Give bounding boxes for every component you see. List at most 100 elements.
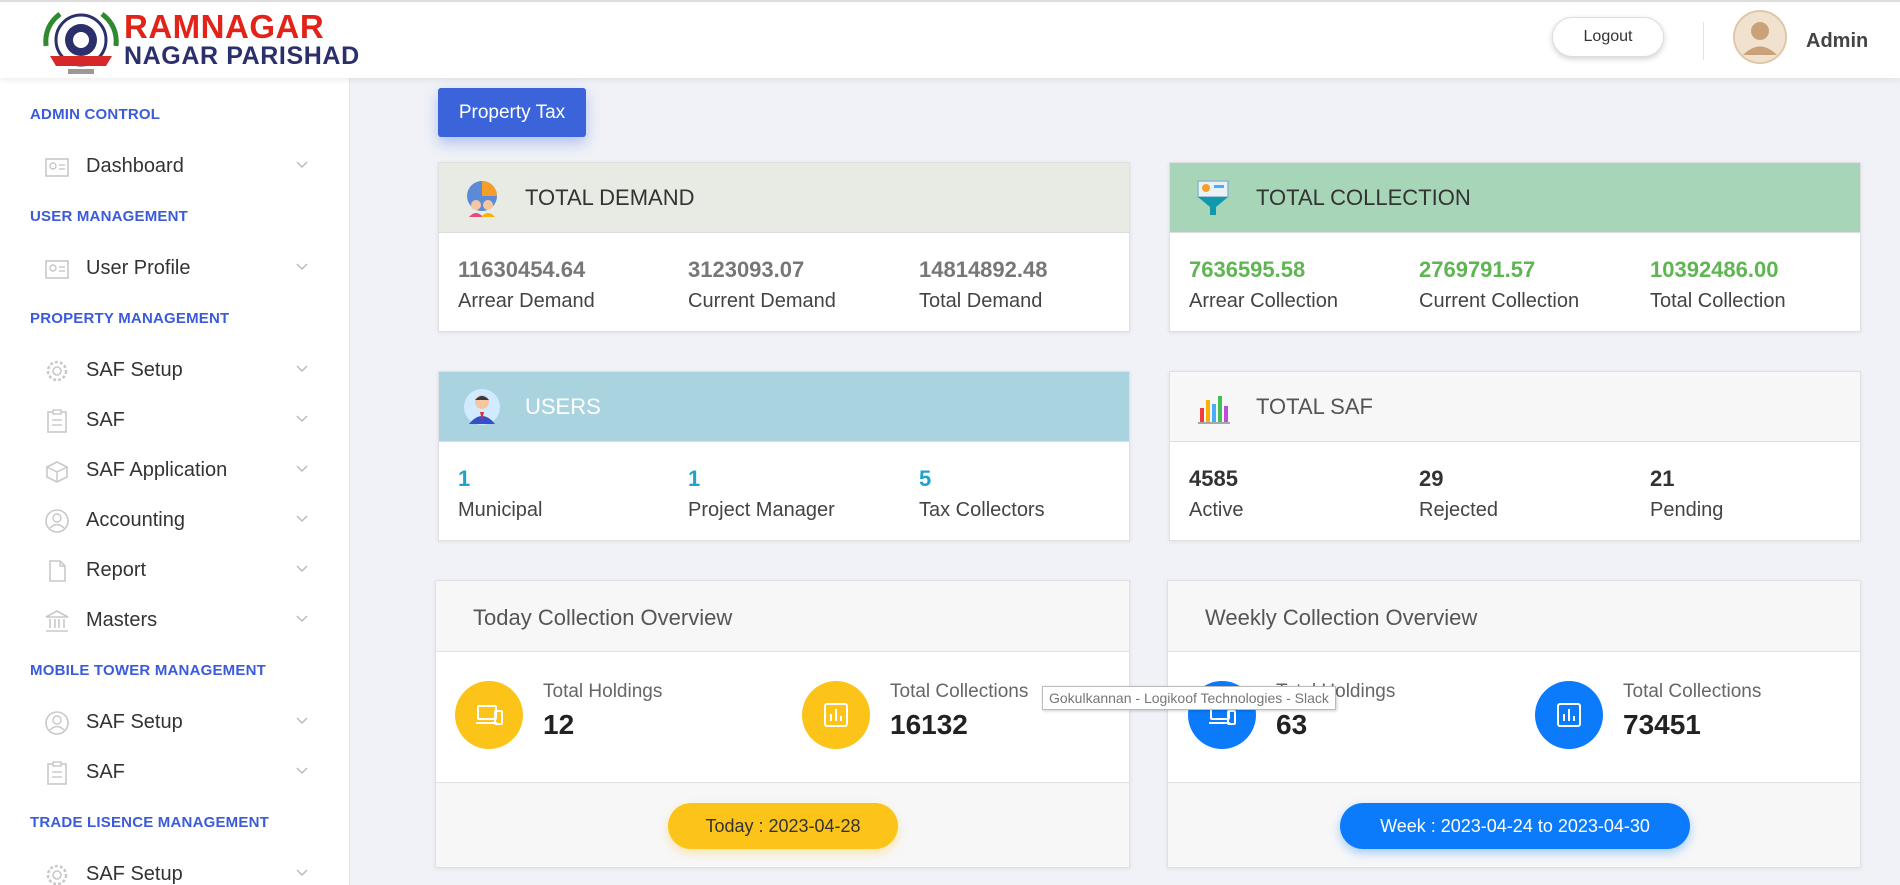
pending-saf-stat: 21 Pending [1650, 466, 1723, 522]
collection-funnel-icon [1197, 180, 1229, 215]
stat-label: Pending [1650, 499, 1724, 521]
sidebar-item-dashboard[interactable]: Dashboard [40, 146, 310, 186]
chevron-down-icon [296, 515, 308, 523]
stat-label: Total Collection [1650, 290, 1786, 312]
current-demand-stat: 3123093.07 Current Demand [688, 257, 836, 313]
arrear-collection-stat: 7636595.58 Arrear Collection [1189, 257, 1338, 313]
gear-icon [46, 864, 68, 885]
card-header: TOTAL DEMAND [439, 163, 1129, 233]
stat-value: 2769791.57 [1419, 257, 1536, 282]
sidebar-item-user-profile[interactable]: User Profile [40, 248, 310, 288]
municipal-stat: 1 Municipal [458, 466, 542, 522]
card-title: USERS [525, 394, 601, 419]
chart-icon [802, 681, 870, 749]
user-suit-icon [464, 389, 500, 425]
card-title: TOTAL COLLECTION [1256, 185, 1471, 210]
chevron-down-icon [296, 869, 308, 877]
card-footer: Week : 2023-04-24 to 2023-04-30 [1168, 782, 1860, 867]
stat-value: 1 [688, 466, 701, 491]
total-saf-card: TOTAL SAF 4585 Active 29 Rejected 21 Pen… [1169, 371, 1861, 541]
rejected-saf-stat: 29 Rejected [1419, 466, 1498, 522]
card-header: TOTAL COLLECTION [1170, 163, 1860, 233]
card-header: Weekly Collection Overview [1168, 581, 1860, 652]
stat-value: 14814892.48 [919, 257, 1048, 282]
stat-value: 73451 [1623, 709, 1701, 740]
card-title: TOTAL DEMAND [525, 185, 695, 210]
top-header: RAMNAGAR NAGAR PARISHAD Logout Admin [0, 0, 1900, 78]
stat-label: Arrear Collection [1189, 290, 1338, 312]
stat-value: 63 [1276, 709, 1308, 740]
stat-value: 5 [919, 466, 932, 491]
stat-label: Total Holdings [543, 681, 663, 702]
section-user-management: USER MANAGEMENT [30, 208, 189, 225]
arrear-demand-stat: 11630454.64 Arrear Demand [458, 257, 595, 313]
brand-name: RAMNAGAR [124, 8, 325, 45]
stat-label: Total Collections [1623, 681, 1762, 702]
dashboard-icon [45, 158, 69, 177]
sidebar-item-trade-saf-setup[interactable]: SAF Setup [40, 854, 310, 885]
sidebar-item-label: Report [86, 559, 147, 581]
sidebar-item-accounting[interactable]: Accounting [40, 500, 310, 540]
stat-label: Total Demand [919, 290, 1043, 312]
document-icon [49, 560, 66, 582]
chart-icon [1535, 681, 1603, 749]
section-mobile-tower-management: MOBILE TOWER MANAGEMENT [30, 662, 266, 679]
card-header: USERS [439, 372, 1129, 442]
today-date-badge[interactable]: Today : 2023-04-28 [668, 803, 898, 849]
box-icon [46, 461, 68, 483]
sidebar-item-report[interactable]: Report [40, 550, 310, 590]
stat-label: Rejected [1419, 499, 1498, 521]
user-circle-icon [45, 509, 69, 533]
bank-icon [45, 610, 69, 632]
chevron-down-icon [296, 767, 308, 775]
window-tooltip: Gokulkannan - Logikoof Technologies - Sl… [1042, 686, 1336, 710]
sidebar-item-tower-saf[interactable]: SAF [40, 752, 310, 792]
card-header: Today Collection Overview [436, 581, 1129, 652]
sidebar-item-label: User Profile [86, 257, 191, 279]
project-manager-stat: 1 Project Manager [688, 466, 835, 522]
week-date-badge[interactable]: Week : 2023-04-24 to 2023-04-30 [1340, 803, 1690, 849]
active-saf-stat: 4585 Active [1189, 466, 1243, 522]
sidebar-item-saf-application[interactable]: SAF Application [40, 450, 310, 490]
profile-icon [45, 260, 69, 279]
stat-value: 1 [458, 466, 471, 491]
property-tax-button[interactable]: Property Tax [438, 88, 586, 137]
total-collection-stat: 10392486.00 Total Collection [1650, 257, 1786, 313]
card-title: Today Collection Overview [473, 605, 733, 630]
section-property-management: PROPERTY MANAGEMENT [30, 310, 230, 327]
logout-button[interactable]: Logout [1552, 17, 1664, 57]
stat-label: Tax Collectors [919, 499, 1045, 521]
municipal-logo[interactable] [40, 6, 122, 78]
sidebar-item-label: Masters [86, 609, 158, 631]
tax-collectors-stat: 5 Tax Collectors [919, 466, 1045, 522]
clipboard-icon [47, 409, 67, 433]
stat-value: 7636595.58 [1189, 257, 1306, 282]
chevron-down-icon [296, 161, 308, 169]
sidebar-item-saf[interactable]: SAF [40, 400, 310, 440]
user-name[interactable]: Admin [1806, 30, 1869, 52]
current-collection-stat: 2769791.57 Current Collection [1419, 257, 1579, 313]
chevron-down-icon [296, 263, 308, 271]
sidebar-item-label: SAF [86, 761, 125, 783]
chevron-down-icon [296, 615, 308, 623]
weekly-collection-overview-card: Weekly Collection Overview Total Holding… [1167, 580, 1861, 868]
sidebar-item-masters[interactable]: Masters [40, 600, 310, 640]
user-avatar-icon[interactable] [1733, 10, 1787, 64]
sidebar-item-saf-setup[interactable]: SAF Setup [40, 350, 310, 390]
users-card: USERS 1 Municipal 1 Project Manager 5 Ta… [438, 371, 1130, 541]
chevron-down-icon [296, 365, 308, 373]
stat-value: 29 [1419, 466, 1444, 491]
sidebar-item-label: SAF Application [86, 459, 228, 481]
sidebar-item-tower-saf-setup[interactable]: SAF Setup [40, 702, 310, 742]
stat-label: Current Demand [688, 290, 836, 312]
section-admin-control: ADMIN CONTROL [30, 106, 161, 123]
total-collection-card: TOTAL COLLECTION 7636595.58 Arrear Colle… [1169, 162, 1861, 332]
header-divider [1703, 22, 1704, 60]
stat-label: Total Collections [890, 681, 1029, 702]
card-title: TOTAL SAF [1256, 394, 1373, 419]
stat-label: Project Manager [688, 499, 835, 521]
stat-value: 3123093.07 [688, 257, 805, 282]
stat-label: Current Collection [1419, 290, 1580, 312]
stat-value: 16132 [890, 709, 968, 740]
chevron-down-icon [296, 565, 308, 573]
